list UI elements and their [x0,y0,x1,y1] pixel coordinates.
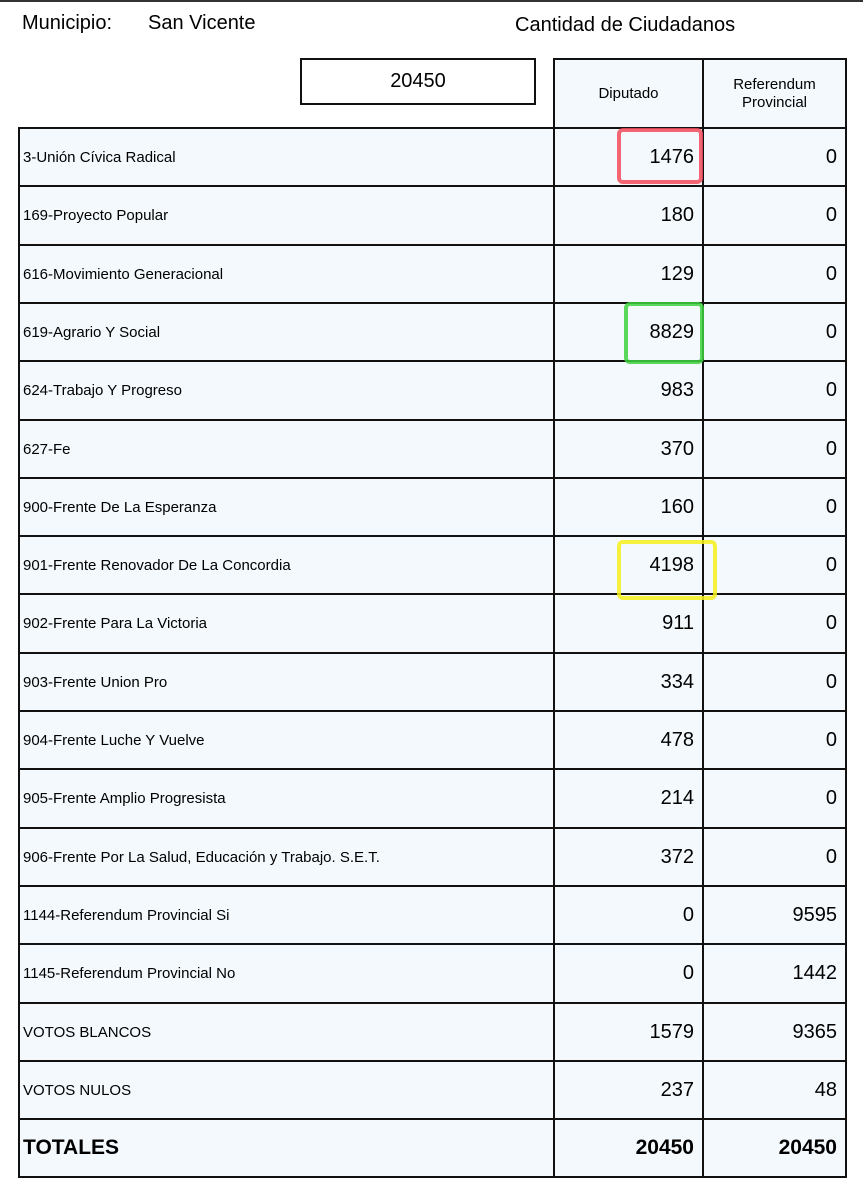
referendum-value: 0 [702,535,847,595]
row-label: 902-Frente Para La Victoria [18,593,555,654]
diputado-value: 372 [553,827,704,887]
diputado-value: 8829 [553,302,704,362]
cantidad-label: Cantidad de Ciudadanos [515,14,736,36]
highlight-yellow [617,540,717,600]
diputado-value: 370 [553,419,704,479]
row-label: 624-Trabajo Y Progreso [18,360,555,421]
referendum-value: 0 [702,652,847,712]
referendum-value: 0 [702,477,847,537]
diputado-value: 180 [553,185,704,246]
diputado-value: 20450 [553,1118,704,1178]
referendum-value: 0 [702,302,847,362]
diputado-value: 4198 [553,535,704,595]
row-label: VOTOS NULOS [18,1060,555,1120]
top-rule [0,0,863,2]
diputado-value: 214 [553,768,704,829]
referendum-value: 9595 [702,885,847,945]
row-label: 901-Frente Renovador De La Concordia [18,535,555,595]
totals-label: TOTALES [18,1118,555,1178]
municipio-label: Municipio: [22,12,113,34]
referendum-value: 0 [702,244,847,304]
diputado-value: 129 [553,244,704,304]
diputado-value: 478 [553,710,704,770]
referendum-value: 20450 [702,1118,847,1178]
diputado-value: 160 [553,477,704,537]
row-label: 627-Fe [18,419,555,479]
diputado-value: 983 [553,360,704,421]
row-label: 1144-Referendum Provincial Si [18,885,555,945]
referendum-value: 0 [702,710,847,770]
municipio: San Vicente [148,12,256,34]
referendum-value: 0 [702,127,847,187]
diputado-value: 911 [553,593,704,654]
row-label: 905-Frente Amplio Progresista [18,768,555,829]
diputado-value: 334 [553,652,704,712]
referendum-value: 0 [702,827,847,887]
referendum-value: 0 [702,768,847,829]
row-label: 903-Frente Union Pro [18,652,555,712]
referendum-value: 0 [702,185,847,246]
row-label: 169-Proyecto Popular [18,185,555,246]
referendum-value: 48 [702,1060,847,1120]
diputado-value: 1579 [553,1002,704,1062]
diputado-value: 0 [553,885,704,945]
referendum-value: 1442 [702,943,847,1004]
referendum-value: 9365 [702,1002,847,1062]
referendum-value: 0 [702,419,847,479]
row-label: 3-Unión Cívica Radical [18,127,555,187]
diputado-value: 237 [553,1060,704,1120]
diputado-value: 0 [553,943,704,1004]
highlight-green [624,302,704,364]
row-label: 906-Frente Por La Salud, Educación y Tra… [18,827,555,887]
referendum-value: 0 [702,360,847,421]
row-label: 616-Movimiento Generacional [18,244,555,304]
column-header: Diputado [553,58,704,129]
row-label: 904-Frente Luche Y Vuelve [18,710,555,770]
row-label: VOTOS BLANCOS [18,1002,555,1062]
row-label: 900-Frente De La Esperanza [18,477,555,537]
referendum-value: 0 [702,593,847,654]
row-label: 1145-Referendum Provincial No [18,943,555,1004]
cantidad: 20450 [300,58,536,105]
highlight-red [617,128,703,184]
row-label: 619-Agrario Y Social [18,302,555,362]
column-header: Referendum Provincial [702,58,847,129]
